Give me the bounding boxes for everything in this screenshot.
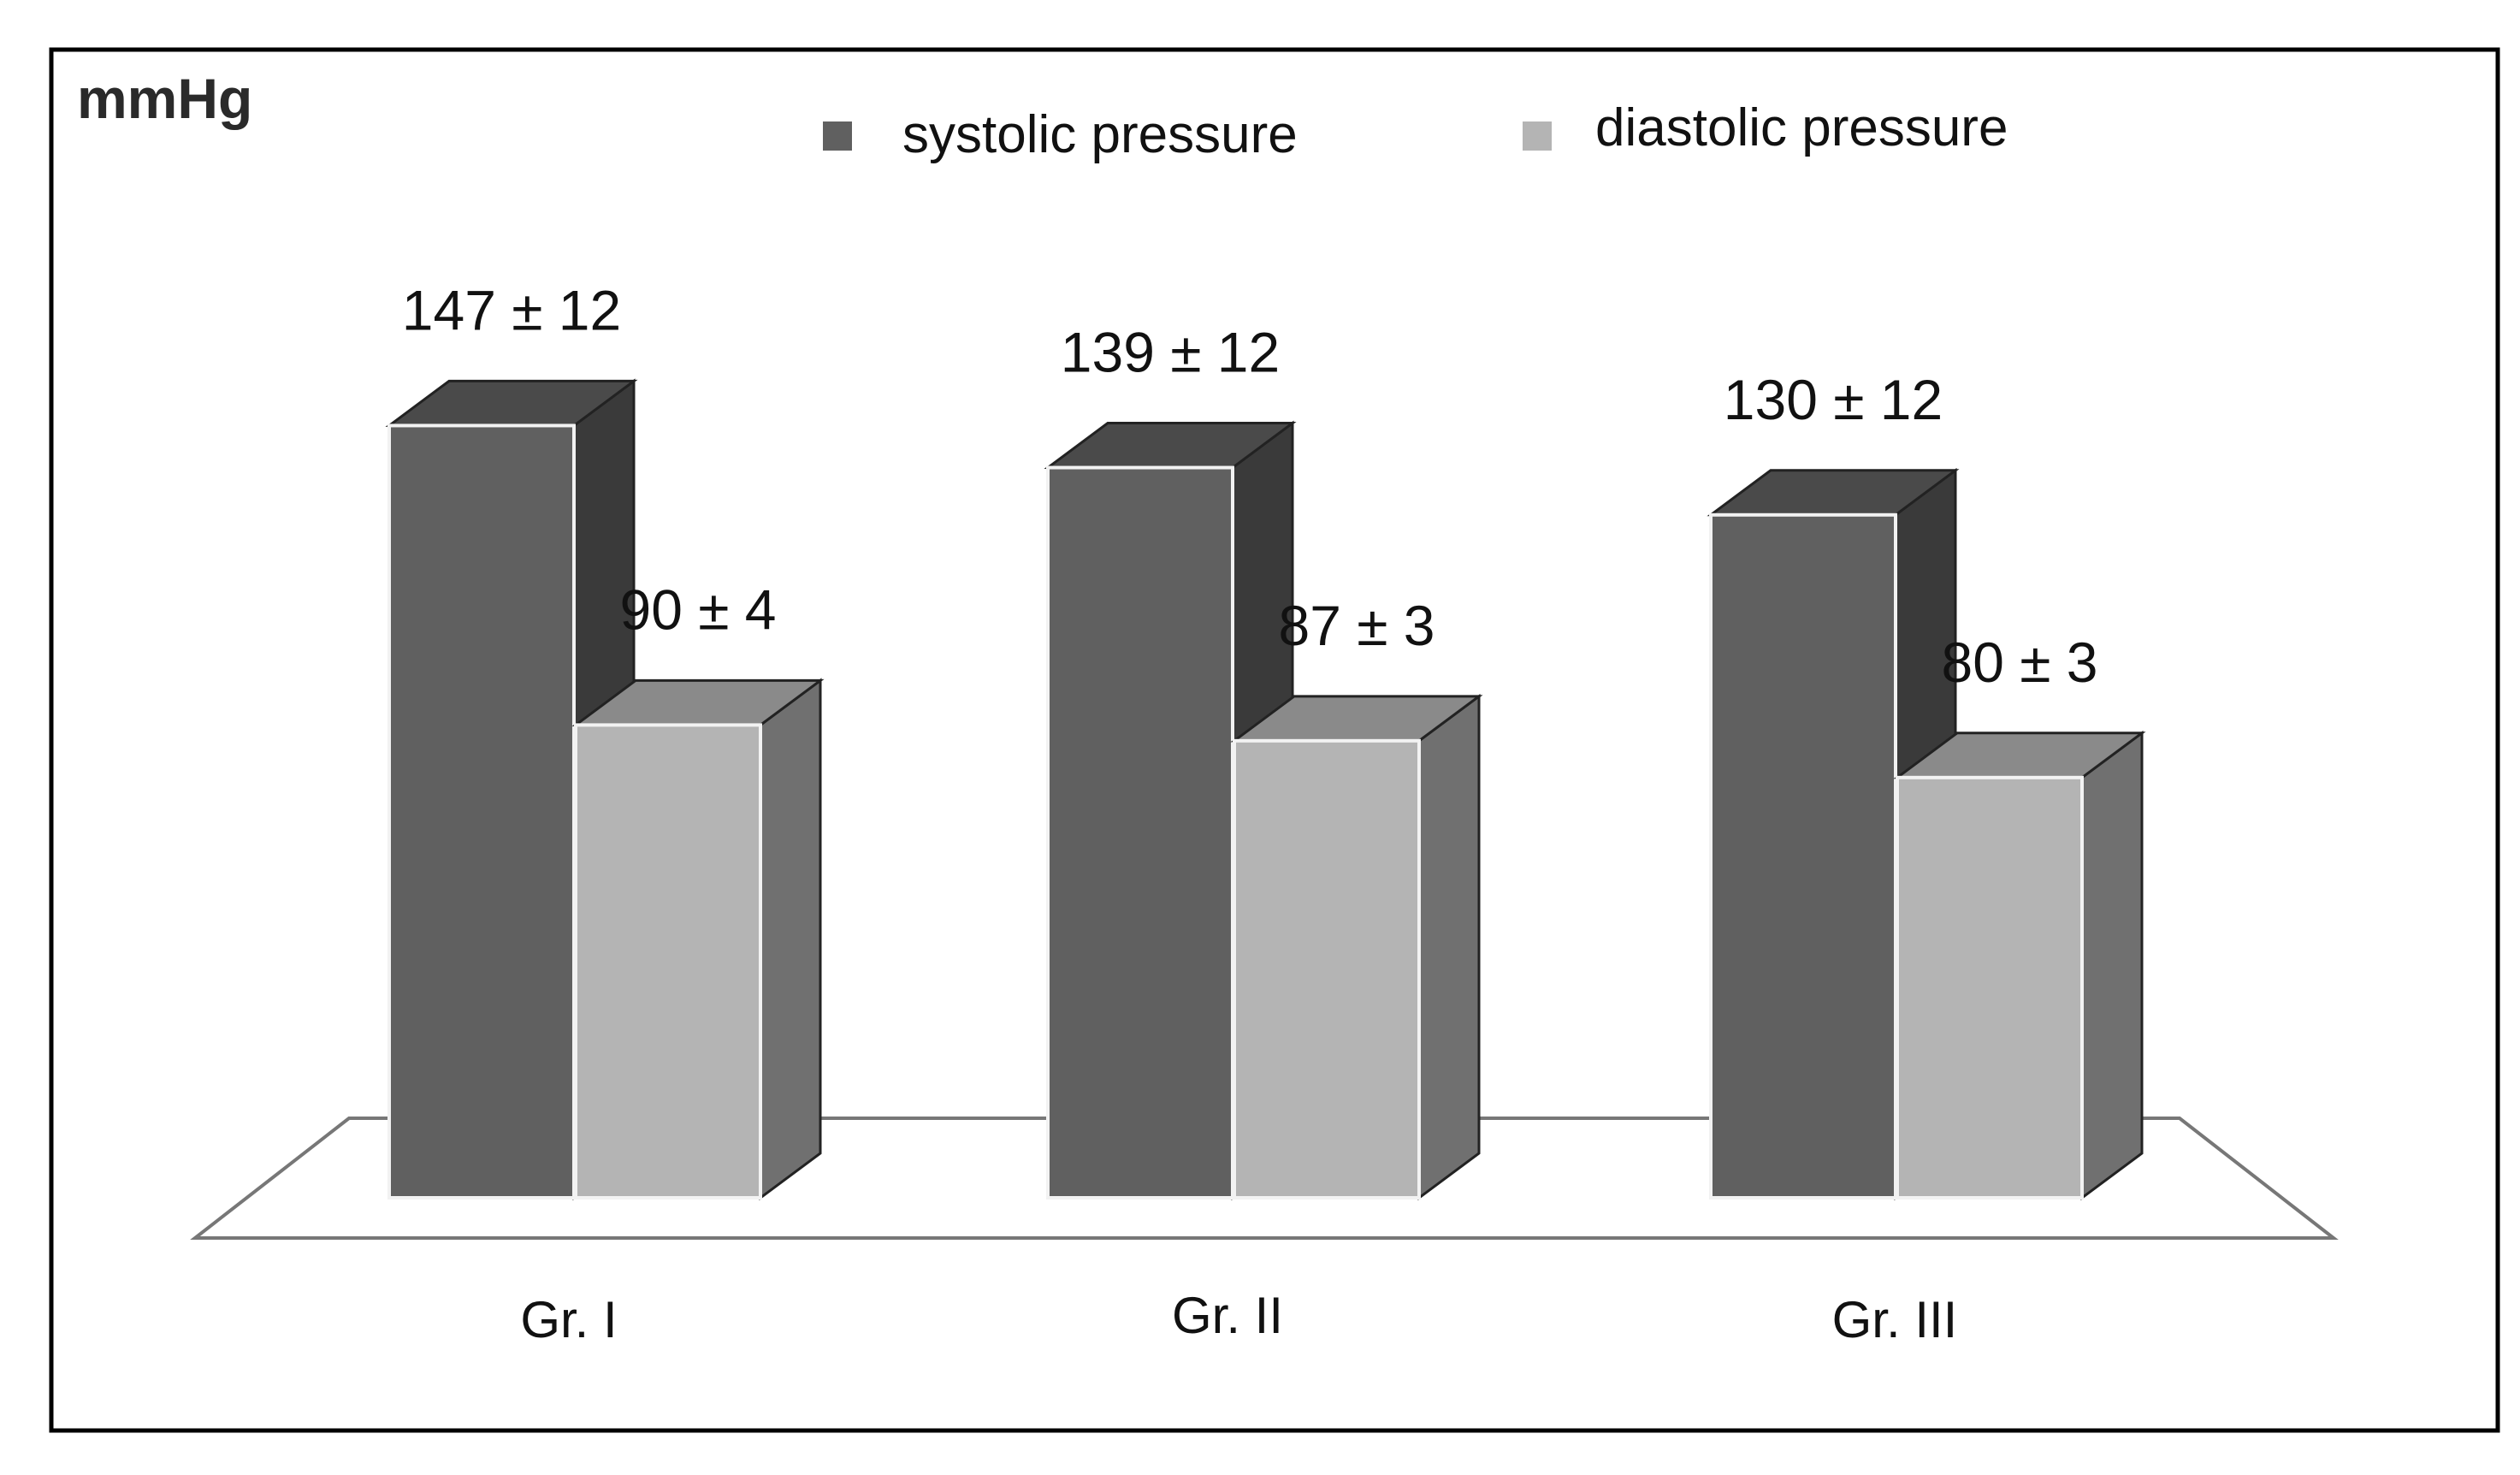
bar-side-diastolic-3 [2080,730,2144,1200]
bar-front-systolic-3 [1709,512,1897,1200]
legend: systolic pressure diastolic pressure [823,98,2008,164]
bar-front-diastolic-1 [574,723,762,1200]
value-label-systolic-1: 147 ± 12 [402,278,621,341]
category-label-gr-ii: Gr. II [1172,1287,1283,1344]
bar-side-diastolic-2 [1417,693,1481,1200]
bar-diastolic-2 [1230,693,1483,1200]
bar-front-systolic-1 [387,424,576,1200]
value-labels-layer: 147 ± 12 90 ± 4 139 ± 12 87 ± 3 130 ± 12 80 ±… [402,278,2098,693]
bar-systolic-2 [1044,420,1297,1200]
category-label-gr-iii: Gr. III [1832,1291,1958,1348]
bar-diastolic-3 [1893,730,2146,1200]
bar-front-diastolic-2 [1233,738,1421,1200]
bar-side-diastolic-1 [759,678,822,1200]
bar-diastolic-1 [571,678,825,1200]
legend-label-diastolic: diastolic pressure [1595,98,2008,157]
y-axis-label: mmHg [77,67,252,130]
legend-swatch-diastolic [1523,121,1552,151]
value-label-systolic-3: 130 ± 12 [1724,368,1943,431]
legend-swatch-systolic [823,121,852,151]
value-label-diastolic-1: 90 ± 4 [619,578,776,641]
category-label-gr-i: Gr. I [520,1291,617,1348]
value-label-diastolic-3: 80 ± 3 [1941,631,2097,694]
value-label-systolic-2: 139 ± 12 [1061,321,1280,384]
legend-label-systolic: systolic pressure [902,105,1298,164]
bar-front-diastolic-3 [1896,775,2084,1200]
bar-front-systolic-2 [1046,465,1234,1200]
value-label-diastolic-2: 87 ± 3 [1278,594,1435,657]
bars-layer [385,378,2146,1200]
